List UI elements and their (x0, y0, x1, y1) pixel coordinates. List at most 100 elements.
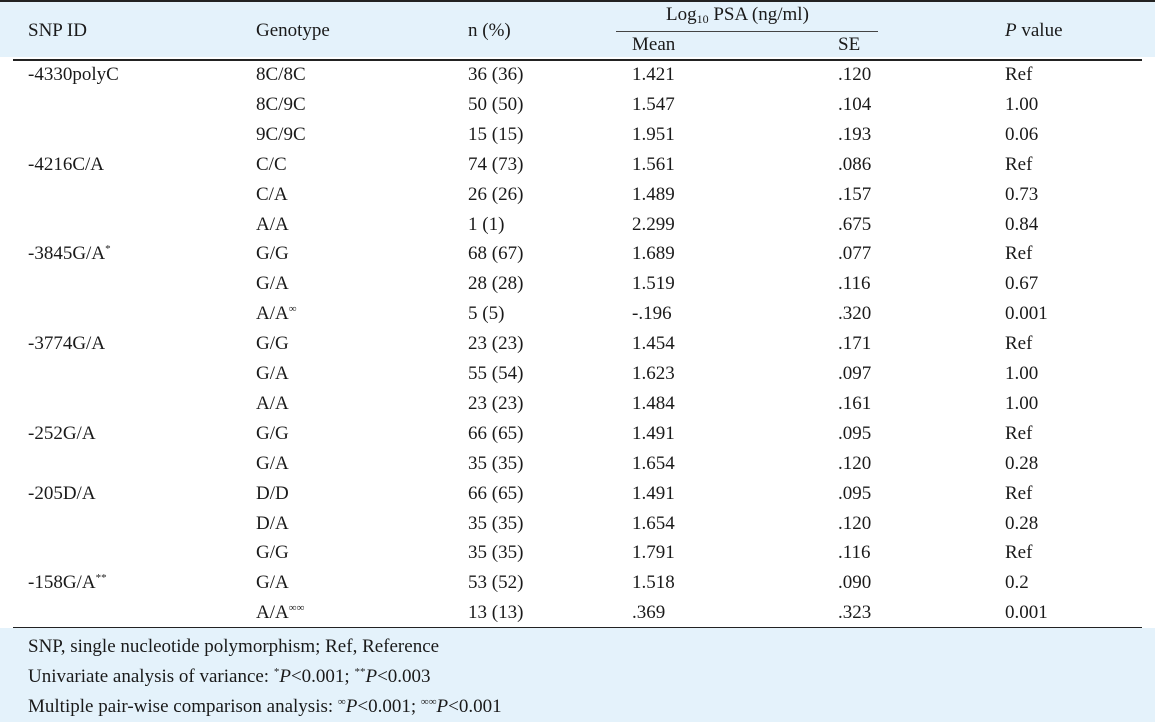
cell-se: .171 (838, 333, 872, 355)
cell-p-value: 1.00 (1005, 363, 1039, 384)
cell-n-percent: 74 (73) (468, 153, 524, 175)
cell-n-percent: 35 (35) (468, 542, 524, 564)
cell-n-percent: 23 (23) (468, 392, 524, 414)
table-row: G/A 35 (35) 1.654 .120 0.28 (0, 453, 1155, 483)
table-row: A/A∞ 5 (5) -.196 .320 0.001 (0, 303, 1155, 333)
table-row: -3845G/A* G/G 68 (67) 1.689 .077 Ref (0, 243, 1155, 273)
cell-n-percent: 66 (65) (468, 422, 524, 444)
cell-mean: 1.421 (632, 64, 675, 85)
cell-n-percent: 50 (50) (468, 93, 524, 115)
cell-n-percent: 53 (52) (468, 572, 524, 594)
header-log-psa: Log10 PSA (ng/ml) (666, 4, 809, 26)
cell-mean: 2.299 (632, 213, 675, 235)
cell-se: .120 (838, 64, 872, 85)
cell-p-value: Ref (1005, 64, 1033, 85)
table-footnotes-band (0, 628, 1155, 722)
cell-n-percent: 66 (65) (468, 482, 524, 504)
cell-p-value: 0.28 (1005, 452, 1039, 474)
cell-se: .675 (838, 213, 872, 235)
table-row: G/G 35 (35) 1.791 .116 Ref (0, 542, 1155, 572)
header-p-value: P value (1005, 20, 1063, 41)
cell-snp-id: -4216C/A (28, 153, 104, 175)
cell-genotype: A/A (256, 213, 289, 235)
cell-snp-id: -3774G/A (28, 333, 106, 355)
table-row: -4216C/A C/C 74 (73) 1.561 .086 Ref (0, 154, 1155, 184)
cell-se: .077 (838, 243, 872, 265)
cell-mean: 1.654 (632, 452, 675, 474)
header-group-rule (616, 31, 878, 32)
cell-n-percent: 1 (1) (468, 213, 505, 235)
cell-p-value: Ref (1005, 153, 1033, 175)
table-row: D/A 35 (35) 1.654 .120 0.28 (0, 513, 1155, 543)
cell-genotype: 8C/8C (256, 64, 306, 85)
header-n-percent: n (%) (468, 20, 511, 41)
cell-n-percent: 5 (5) (468, 303, 505, 325)
cell-mean: 1.518 (632, 572, 675, 594)
cell-se: .120 (838, 452, 872, 474)
cell-p-value: 1.00 (1005, 93, 1039, 115)
cell-mean: 1.454 (632, 333, 675, 355)
cell-mean: 1.654 (632, 512, 675, 534)
cell-genotype: A/A∞∞ (256, 602, 305, 624)
footnote-pairwise: Multiple pair-wise comparison analysis: … (28, 696, 502, 717)
cell-se: .104 (838, 93, 872, 115)
cell-genotype: C/A (256, 183, 288, 205)
cell-snp-id: -252G/A (28, 422, 96, 444)
cell-mean: 1.489 (632, 183, 675, 205)
cell-se: .097 (838, 363, 872, 384)
table-row: G/A 55 (54) 1.623 .097 1.00 (0, 363, 1155, 393)
cell-se: .116 (838, 273, 871, 295)
cell-genotype: G/G (256, 422, 289, 444)
cell-se: .193 (838, 123, 872, 145)
top-rule (0, 0, 1155, 2)
cell-mean: 1.519 (632, 273, 675, 295)
cell-n-percent: 26 (26) (468, 183, 524, 205)
cell-genotype: 9C/9C (256, 123, 306, 145)
cell-se: .086 (838, 153, 872, 175)
cell-n-percent: 35 (35) (468, 512, 524, 534)
table-row: -4330polyC 8C/8C 36 (36) 1.421 .120 Ref (0, 64, 1155, 94)
footnote-anova: Univariate analysis of variance: *P<0.00… (28, 666, 431, 687)
header-rule (13, 59, 1142, 61)
cell-se: .090 (838, 572, 872, 594)
table-row: -205D/A D/D 66 (65) 1.491 .095 Ref (0, 483, 1155, 513)
cell-se: .161 (838, 392, 872, 414)
cell-se: .095 (838, 422, 872, 444)
cell-snp-id: -3845G/A* (28, 243, 111, 265)
cell-genotype: G/A (256, 363, 289, 384)
cell-p-value: 1.00 (1005, 392, 1039, 414)
cell-p-value: Ref (1005, 422, 1033, 444)
cell-n-percent: 35 (35) (468, 452, 524, 474)
cell-n-percent: 36 (36) (468, 64, 524, 85)
cell-mean: 1.561 (632, 153, 675, 175)
cell-p-value: Ref (1005, 542, 1033, 564)
cell-n-percent: 15 (15) (468, 123, 524, 145)
cell-mean: 1.689 (632, 243, 675, 265)
cell-se: .157 (838, 183, 872, 205)
cell-p-value: 0.06 (1005, 123, 1039, 145)
cell-mean: 1.791 (632, 542, 675, 564)
cell-genotype: A/A (256, 392, 289, 414)
table-row: A/A 23 (23) 1.484 .161 1.00 (0, 393, 1155, 423)
cell-se: .116 (838, 542, 871, 564)
table-row: C/A 26 (26) 1.489 .157 0.73 (0, 184, 1155, 214)
cell-n-percent: 68 (67) (468, 243, 524, 265)
cell-p-value: Ref (1005, 243, 1033, 265)
cell-n-percent: 55 (54) (468, 363, 524, 384)
cell-se: .320 (838, 303, 872, 325)
cell-se: .095 (838, 482, 872, 504)
cell-p-value: 0.73 (1005, 183, 1039, 205)
cell-p-value: 0.001 (1005, 602, 1048, 624)
table-row: 9C/9C 15 (15) 1.951 .193 0.06 (0, 124, 1155, 154)
table-row: A/A∞∞ 13 (13) .369 .323 0.001 (0, 602, 1155, 632)
footer-rule (13, 627, 1142, 628)
cell-p-value: 0.84 (1005, 213, 1039, 235)
cell-mean: 1.951 (632, 123, 675, 145)
cell-n-percent: 13 (13) (468, 602, 524, 624)
cell-genotype: G/G (256, 243, 289, 265)
header-se: SE (838, 34, 861, 55)
cell-genotype: G/A (256, 452, 289, 474)
cell-p-value: 0.2 (1005, 572, 1029, 594)
table-row: -3774G/A G/G 23 (23) 1.454 .171 Ref (0, 333, 1155, 363)
